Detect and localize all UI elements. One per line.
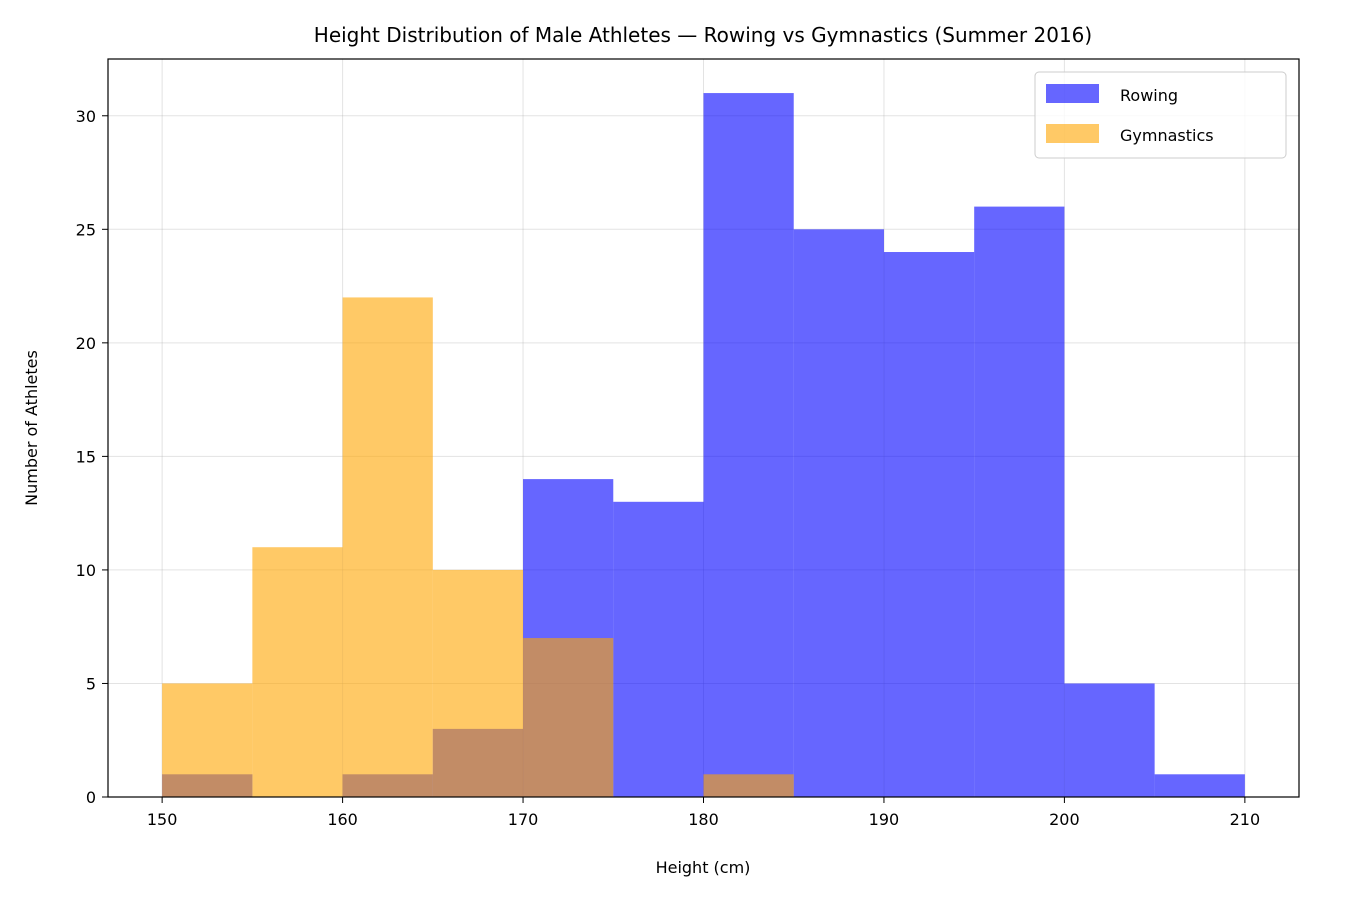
legend-swatch-rowing xyxy=(1046,84,1099,103)
bar-gymnastics xyxy=(162,683,253,797)
y-axis: 0 5 10 15 20 25 30 xyxy=(76,107,108,807)
legend-label-gymnastics: Gymnastics xyxy=(1120,126,1214,145)
x-axis-label: Height (cm) xyxy=(656,858,751,877)
x-tick-label: 150 xyxy=(147,810,178,829)
bar-gymnastics xyxy=(252,547,343,797)
bars xyxy=(162,93,1245,798)
bar-rowing xyxy=(793,229,884,798)
x-tick-label: 210 xyxy=(1230,810,1261,829)
y-tick-label: 30 xyxy=(76,107,96,126)
bar-rowing xyxy=(1154,774,1245,797)
chart-title: Height Distribution of Male Athletes — R… xyxy=(314,23,1092,47)
x-tick-label: 190 xyxy=(869,810,900,829)
bar-gymnastics xyxy=(342,297,433,797)
x-axis: 150 160 170 180 190 200 210 xyxy=(147,797,1260,829)
bar-gymnastics xyxy=(703,774,794,797)
y-tick-label: 5 xyxy=(86,674,96,693)
y-tick-label: 25 xyxy=(76,220,96,239)
legend-label-rowing: Rowing xyxy=(1120,86,1178,105)
bar-gymnastics xyxy=(432,569,524,797)
x-tick-label: 200 xyxy=(1049,810,1080,829)
legend: Rowing Gymnastics xyxy=(1034,71,1287,159)
y-tick-label: 15 xyxy=(76,447,96,466)
y-tick-label: 20 xyxy=(76,334,96,353)
legend-swatch-gymnastics xyxy=(1046,124,1099,143)
y-tick-label: 10 xyxy=(76,561,96,580)
x-tick-label: 170 xyxy=(508,810,539,829)
y-axis-label: Number of Athletes xyxy=(22,350,41,506)
bar-gymnastics xyxy=(523,638,614,797)
x-tick-label: 160 xyxy=(327,810,358,829)
bar-rowing xyxy=(883,252,975,797)
bar-rowing xyxy=(974,206,1065,798)
bar-rowing xyxy=(1064,683,1155,797)
y-tick-label: 0 xyxy=(86,788,96,807)
x-tick-label: 180 xyxy=(688,810,719,829)
bar-rowing xyxy=(703,93,794,798)
bar-rowing xyxy=(613,501,704,797)
